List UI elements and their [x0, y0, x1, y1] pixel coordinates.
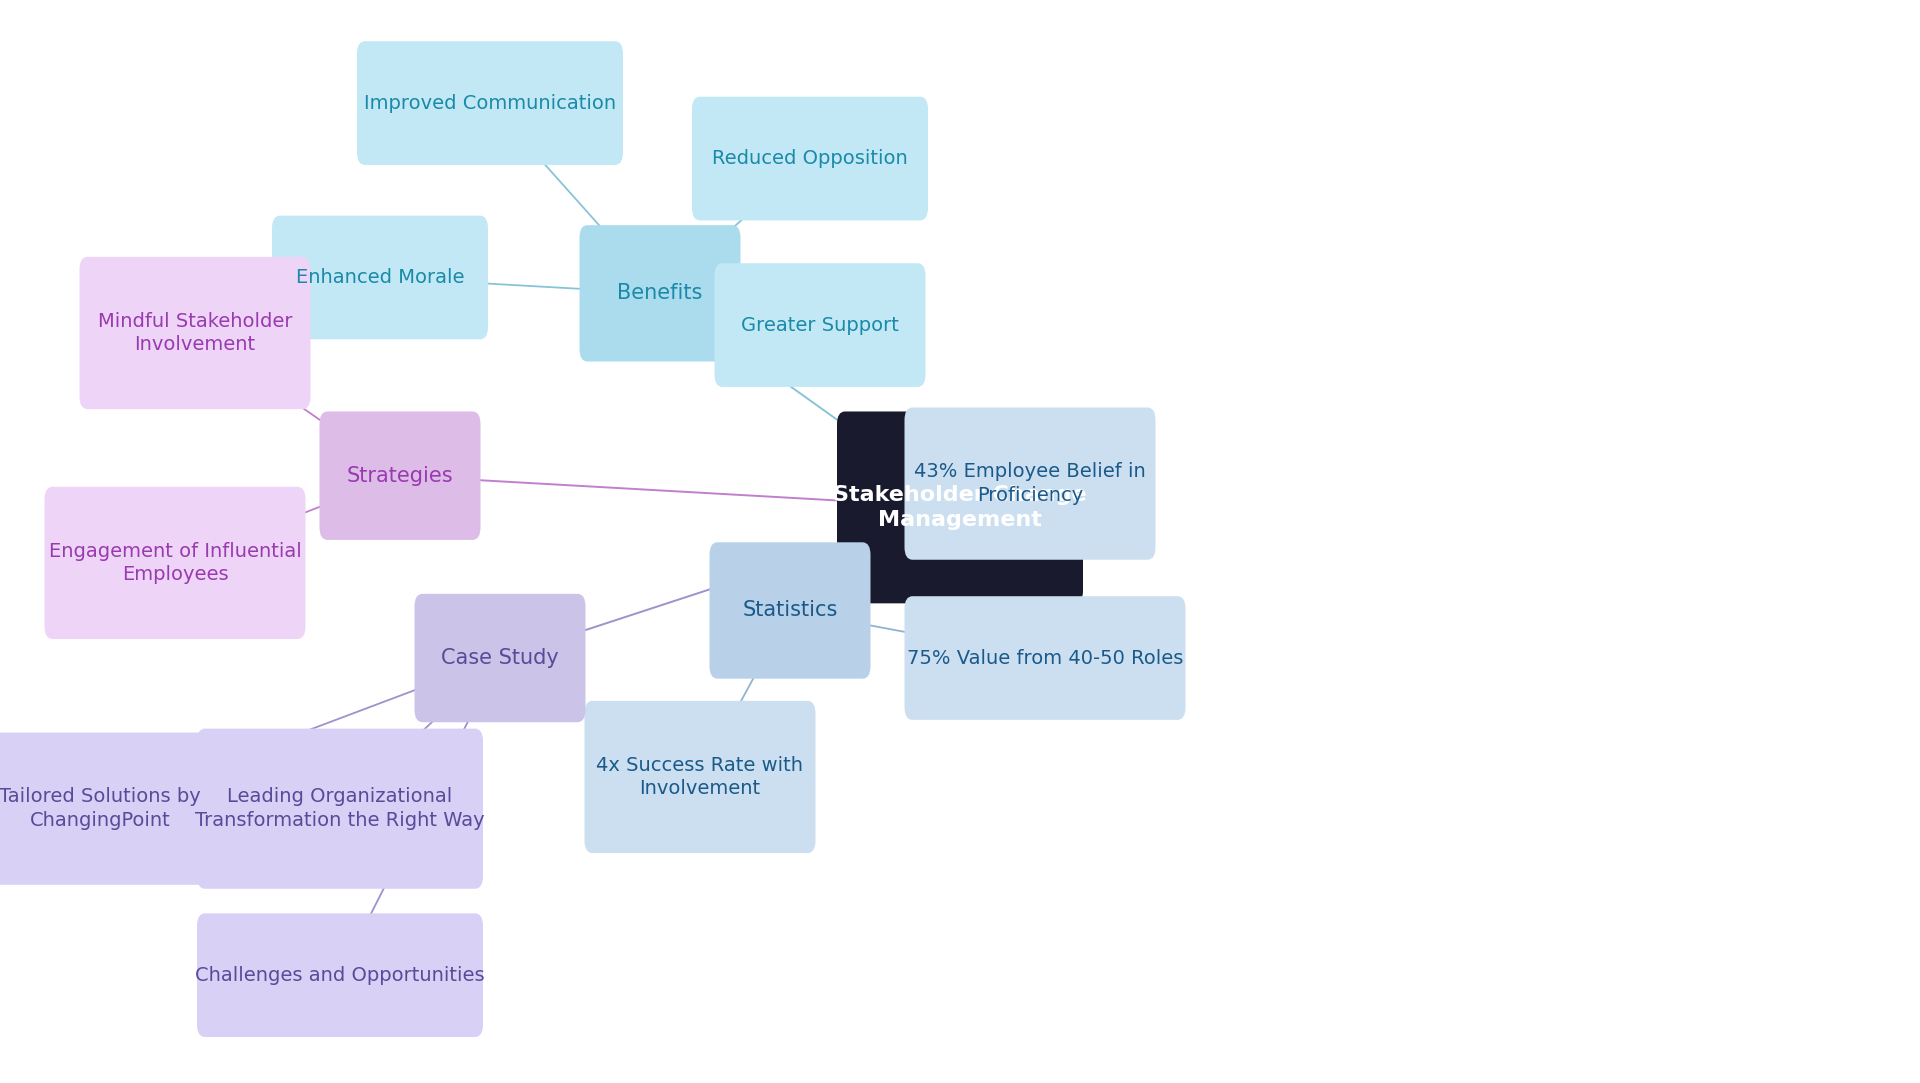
Text: Mindful Stakeholder
Involvement: Mindful Stakeholder Involvement	[98, 312, 292, 354]
Text: 43% Employee Belief in
Proficiency: 43% Employee Belief in Proficiency	[914, 462, 1146, 505]
Text: Strategies: Strategies	[348, 466, 453, 485]
FancyBboxPatch shape	[0, 732, 207, 885]
Text: Enhanced Morale: Enhanced Morale	[296, 268, 465, 287]
Text: Engagement of Influential
Employees: Engagement of Influential Employees	[48, 542, 301, 584]
FancyBboxPatch shape	[415, 593, 586, 722]
FancyBboxPatch shape	[584, 701, 816, 853]
Text: Benefits: Benefits	[618, 284, 703, 303]
Text: Leading Organizational
Transformation the Right Way: Leading Organizational Transformation th…	[196, 787, 486, 830]
FancyBboxPatch shape	[198, 913, 484, 1038]
Text: Improved Communication: Improved Communication	[365, 93, 616, 113]
FancyBboxPatch shape	[580, 225, 741, 362]
FancyBboxPatch shape	[904, 597, 1185, 720]
Text: Stakeholder Change
Management: Stakeholder Change Management	[833, 485, 1087, 530]
FancyBboxPatch shape	[319, 412, 480, 540]
Text: Tailored Solutions by
ChangingPoint: Tailored Solutions by ChangingPoint	[0, 787, 202, 830]
Text: Reduced Opposition: Reduced Opposition	[712, 149, 908, 168]
FancyBboxPatch shape	[837, 412, 1083, 603]
FancyBboxPatch shape	[198, 729, 484, 889]
Text: 75% Value from 40-50 Roles: 75% Value from 40-50 Roles	[906, 649, 1183, 667]
FancyBboxPatch shape	[710, 543, 870, 679]
FancyBboxPatch shape	[904, 407, 1156, 560]
FancyBboxPatch shape	[79, 257, 311, 409]
Text: Case Study: Case Study	[442, 648, 559, 668]
FancyBboxPatch shape	[44, 486, 305, 639]
Text: Greater Support: Greater Support	[741, 315, 899, 335]
FancyBboxPatch shape	[357, 41, 622, 165]
FancyBboxPatch shape	[273, 216, 488, 339]
FancyBboxPatch shape	[714, 263, 925, 387]
Text: 4x Success Rate with
Involvement: 4x Success Rate with Involvement	[597, 756, 803, 798]
FancyBboxPatch shape	[691, 96, 927, 221]
Text: Challenges and Opportunities: Challenges and Opportunities	[196, 966, 486, 984]
Text: Statistics: Statistics	[743, 600, 837, 621]
